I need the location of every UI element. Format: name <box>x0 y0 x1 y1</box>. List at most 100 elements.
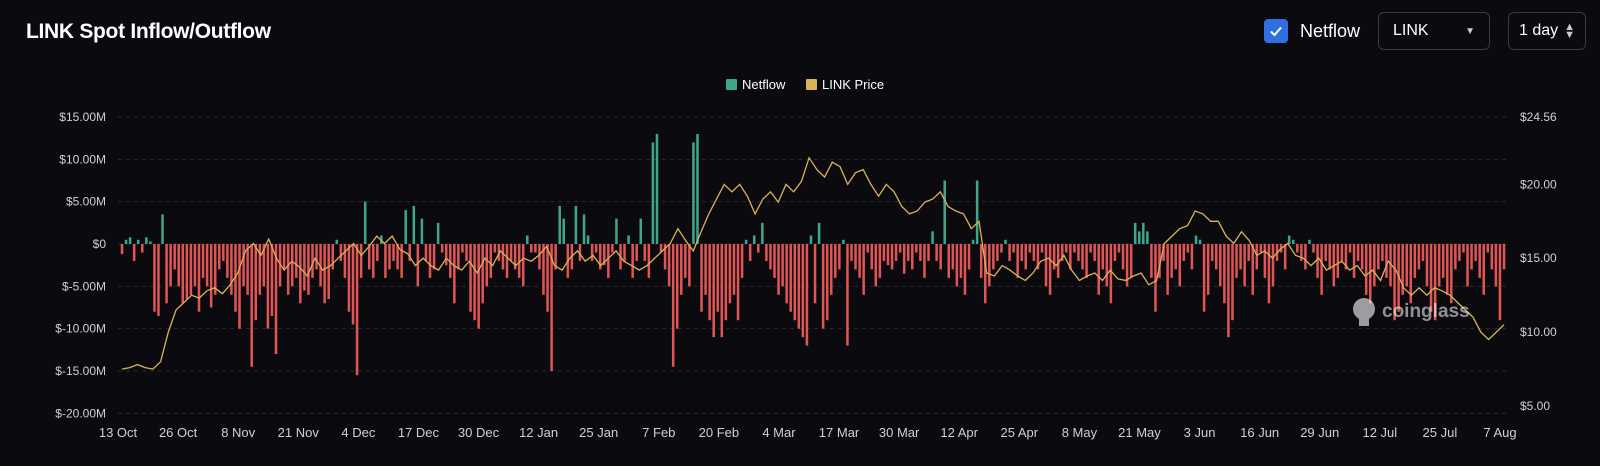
netflow-bar <box>1214 244 1218 270</box>
netflow-bar <box>1052 244 1056 270</box>
netflow-bar <box>457 244 460 270</box>
netflow-bar <box>781 244 784 287</box>
netflow-bar <box>509 244 513 261</box>
netflow-bar <box>1008 244 1011 261</box>
netflow-checkbox[interactable] <box>1263 19 1288 43</box>
netflow-bar <box>761 222 764 244</box>
netflow-bar <box>550 244 553 371</box>
netflow-bar <box>817 222 821 244</box>
netflow-bar <box>1328 244 1331 270</box>
netflow-bar <box>1125 244 1129 287</box>
netflow-bar <box>181 244 185 304</box>
netflow-bar <box>659 244 663 253</box>
x-tick-label: 21 Nov <box>278 425 320 440</box>
netflow-bar <box>935 244 938 261</box>
netflow-bar <box>825 244 829 321</box>
netflow-bar <box>489 244 493 278</box>
netflow-bar <box>282 244 286 270</box>
interval-select[interactable]: 1 day ▲ ▼ <box>1508 12 1586 50</box>
netflow-bar <box>534 244 537 253</box>
netflow-bar <box>1409 244 1413 304</box>
netflow-bar <box>295 244 298 278</box>
netflow-bar <box>230 244 233 295</box>
y-left-tick-label: $10.00M <box>59 152 106 166</box>
netflow-bar <box>963 244 967 295</box>
netflow-bar <box>906 244 910 261</box>
netflow-bar <box>773 244 776 278</box>
netflow-bar <box>574 205 578 244</box>
netflow-bar <box>603 244 606 266</box>
netflow-bar <box>416 244 420 287</box>
netflow-bar <box>120 244 124 255</box>
netflow-bar <box>323 244 326 304</box>
netflow-bar <box>1129 244 1133 278</box>
netflow-bar <box>716 244 720 312</box>
netflow-bar <box>424 244 428 261</box>
netflow-bar <box>1170 244 1173 278</box>
netflow-bar <box>165 244 168 304</box>
netflow-bar <box>1069 244 1072 270</box>
netflow-bar <box>185 244 189 300</box>
netflow-bar <box>655 133 659 244</box>
netflow-bar <box>420 218 424 244</box>
netflow-bar <box>311 244 314 278</box>
netflow-bar <box>1036 244 1040 270</box>
netflow-bar <box>1271 244 1275 287</box>
netflow-bar <box>1433 244 1437 321</box>
y-left-tick-label: $-15.00M <box>55 364 106 378</box>
netflow-bar <box>1223 244 1226 304</box>
netflow-bar <box>720 244 724 338</box>
netflow-bar <box>947 244 951 278</box>
netflow-bar <box>1300 244 1303 261</box>
netflow-bar <box>1101 244 1105 270</box>
netflow-bar <box>1446 244 1449 295</box>
x-tick-label: 30 Dec <box>458 425 500 440</box>
x-tick-label: 20 Feb <box>699 425 739 440</box>
y-left-tick-label: $15.00M <box>59 110 106 124</box>
x-tick-label: 7 Feb <box>642 425 675 440</box>
netflow-bar <box>307 244 310 295</box>
netflow-bar <box>149 241 152 244</box>
netflow-bar <box>392 244 395 261</box>
netflow-bar <box>688 244 691 287</box>
x-tick-label: 17 Dec <box>398 425 440 440</box>
netflow-bar <box>1206 244 1210 295</box>
netflow-bar <box>222 244 225 261</box>
netflow-bar <box>1012 244 1015 253</box>
netflow-bar <box>278 244 282 287</box>
netflow-bar <box>1162 244 1165 261</box>
x-tick-label: 4 Mar <box>762 425 796 440</box>
netflow-bar <box>975 180 979 244</box>
netflow-bar <box>757 244 760 253</box>
netflow-bar <box>319 244 322 287</box>
netflow-bar <box>444 244 448 266</box>
netflow-bar <box>1004 239 1007 244</box>
netflow-bar <box>866 244 869 253</box>
netflow-bar <box>286 244 290 295</box>
netflow-bar <box>1348 244 1352 253</box>
netflow-bar <box>517 244 521 278</box>
netflow-bar <box>1190 244 1194 270</box>
netflow-bar <box>335 239 339 244</box>
asset-select[interactable]: LINK ▼ <box>1378 12 1490 50</box>
netflow-bar <box>1032 244 1036 261</box>
netflow-bar <box>238 244 241 329</box>
netflow-bar <box>246 244 249 295</box>
netflow-bar <box>1113 244 1117 261</box>
netflow-bar <box>169 244 172 287</box>
netflow-bar <box>465 244 468 261</box>
netflow-bar <box>1247 244 1250 261</box>
netflow-bar <box>218 244 221 270</box>
netflow-bar <box>145 237 148 244</box>
netflow-bar <box>1486 244 1490 253</box>
netflow-bar <box>983 244 987 304</box>
netflow-bar <box>878 244 882 278</box>
netflow-bar <box>242 244 245 287</box>
x-tick-label: 21 May <box>1118 425 1161 440</box>
interval-select-value: 1 day <box>1519 22 1559 39</box>
netflow-bar <box>736 244 740 321</box>
netflow-bar <box>1324 244 1327 261</box>
netflow-bar <box>732 244 736 295</box>
netflow-bar <box>789 244 792 312</box>
netflow-bar <box>1020 244 1023 261</box>
